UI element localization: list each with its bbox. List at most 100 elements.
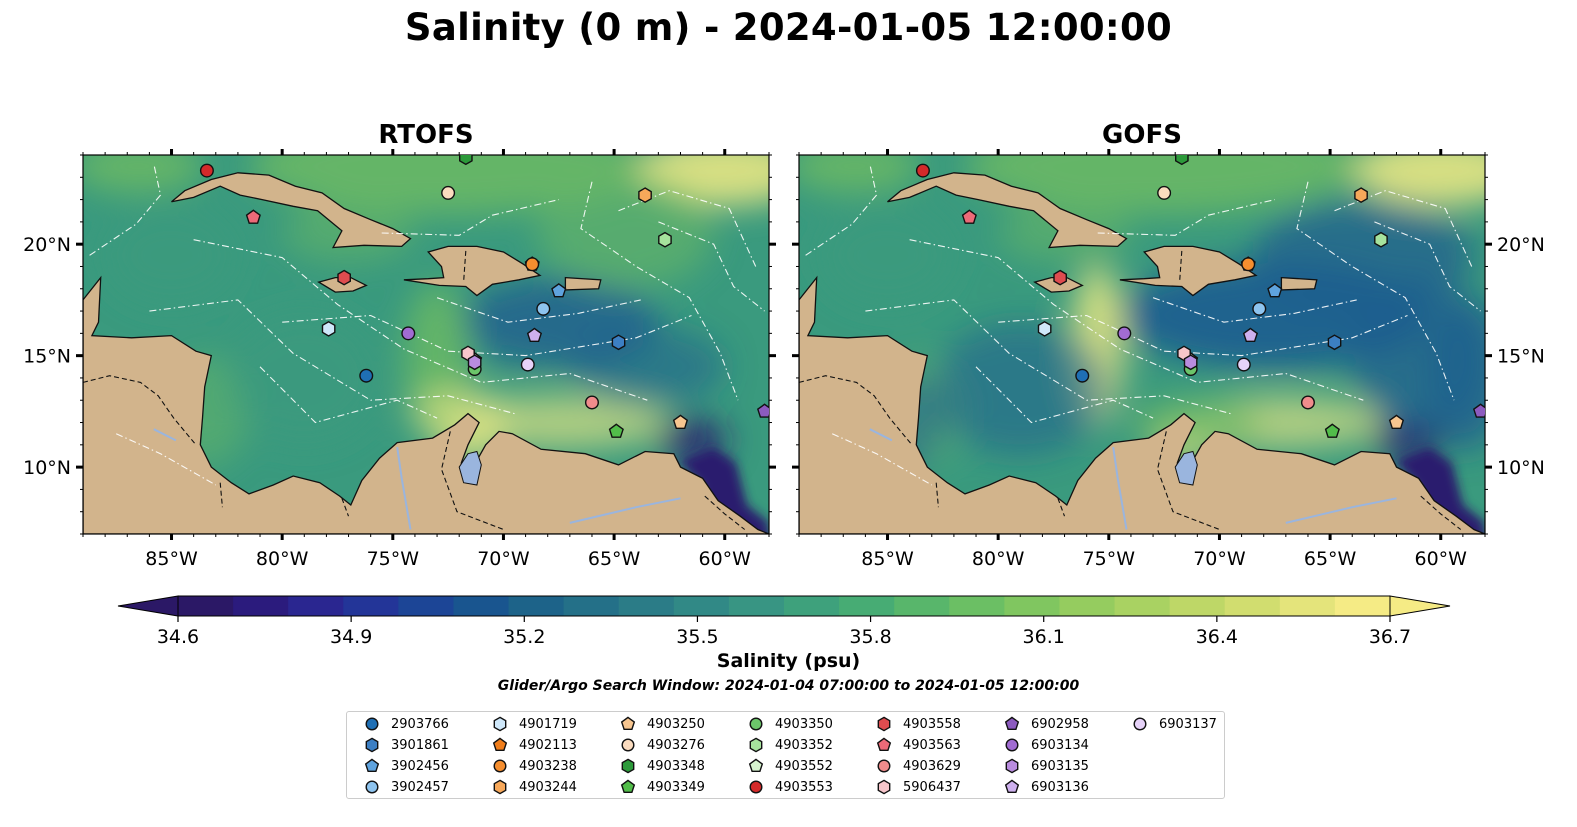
lat-tick-label: 20°N [23, 234, 71, 256]
legend-marker[interactable] [876, 737, 892, 751]
float-marker-6903137[interactable] [520, 357, 535, 372]
legend-label: 3901861 [391, 737, 449, 753]
legend-label: 6903135 [1031, 758, 1089, 774]
colorbar-extend-low [117, 595, 179, 617]
float-marker-4903349[interactable] [1324, 423, 1340, 438]
colorbar-tick-label: 34.6 [157, 626, 199, 648]
float-marker-3902456[interactable] [551, 283, 567, 298]
legend-item: 2903766 [361, 714, 449, 734]
legend-marker[interactable] [1004, 779, 1020, 793]
float-marker-4903276[interactable] [441, 185, 456, 200]
legend-marker[interactable] [749, 737, 763, 753]
float-marker-4903558[interactable] [337, 269, 351, 286]
legend-item: 4903553 [745, 777, 833, 797]
float-marker-3902457[interactable] [536, 301, 551, 316]
legend-marker-icon [493, 759, 507, 773]
float-marker-4903629[interactable] [584, 395, 599, 410]
float-marker-4903553[interactable] [915, 163, 930, 178]
float-marker-4903563[interactable] [245, 209, 261, 224]
float-marker-6903136[interactable] [1242, 327, 1259, 342]
float-marker-6903134[interactable] [1117, 326, 1132, 341]
colorbar-bin [728, 596, 785, 616]
colorbar-tick-label: 35.5 [676, 626, 718, 648]
map-panel-rtofs[interactable]: 85°W 80°W 75°W 70°W 65°W 60°W 20°N 15°N 10°N [0, 0, 1577, 600]
float-marker-4903238[interactable] [1241, 257, 1256, 272]
legend-marker[interactable] [1005, 758, 1019, 774]
legend-marker[interactable] [1004, 716, 1020, 730]
float-marker-4903348[interactable] [1175, 150, 1189, 166]
float-marker-4903563[interactable] [961, 209, 977, 224]
legend-marker[interactable] [748, 758, 764, 772]
float-marker-6903137[interactable] [1236, 357, 1251, 372]
colorbar-bin [618, 596, 675, 616]
legend-marker[interactable] [365, 737, 379, 753]
legend-marker[interactable] [1133, 717, 1147, 731]
float-marker-4903250[interactable] [1388, 414, 1405, 429]
colorbar-bin [508, 596, 565, 616]
legend-label: 6902958 [1031, 716, 1089, 732]
lon-tick-label: 70°W [1193, 548, 1246, 570]
float-marker-6902958[interactable] [756, 403, 772, 418]
legend-marker[interactable] [620, 779, 636, 793]
legend-marker[interactable] [492, 737, 508, 751]
legend-marker[interactable] [493, 759, 507, 773]
legend-marker-icon [1133, 717, 1147, 731]
float-marker-4903276[interactable] [1157, 185, 1172, 200]
legend-marker-icon [620, 779, 636, 793]
float-marker-4903244[interactable] [638, 187, 652, 204]
map-panel-gofs[interactable]: 85°W 80°W 75°W 70°W 65°W 60°W 20°N 15°N 10°N [0, 0, 1577, 600]
legend-marker[interactable] [365, 717, 379, 731]
float-marker-4903250[interactable] [672, 414, 689, 429]
float-marker-4903352[interactable] [658, 231, 672, 248]
legend-marker[interactable] [493, 716, 507, 732]
float-marker-3901861[interactable] [611, 334, 626, 351]
land-jamaica [1033, 276, 1084, 293]
float-marker-6903136[interactable] [526, 327, 543, 342]
float-marker-2903766[interactable] [359, 368, 374, 383]
colorbar: 34.6 34.9 35.2 35.5 35.8 36.1 36.4 36.7 [117, 595, 1451, 648]
legend-marker[interactable] [620, 716, 636, 730]
colorbar-bin [453, 596, 510, 616]
legend-marker[interactable] [877, 779, 891, 795]
legend-marker-icon [364, 758, 380, 772]
legend-label: 2903766 [391, 716, 449, 732]
legend-item: 4903250 [617, 714, 705, 734]
float-marker-6903135[interactable] [467, 354, 482, 371]
legend-marker[interactable] [364, 758, 380, 772]
float-marker-4903629[interactable] [1300, 395, 1315, 410]
legend-marker[interactable] [877, 759, 891, 773]
legend-marker[interactable] [877, 716, 891, 732]
float-marker-4901719[interactable] [1037, 320, 1052, 337]
float-marker-6902958[interactable] [1472, 403, 1488, 418]
float-marker-3902456[interactable] [1267, 283, 1283, 298]
legend-marker[interactable] [493, 779, 507, 795]
legend-marker[interactable] [621, 738, 635, 752]
float-marker-6903135[interactable] [1183, 354, 1198, 371]
legend-label: 4903558 [903, 716, 961, 732]
float-marker-4903348[interactable] [459, 150, 473, 166]
legend-marker-icon [1004, 779, 1020, 793]
panel-title-gofs: GOFS [1102, 120, 1182, 150]
float-marker-4903553[interactable] [199, 163, 214, 178]
legend-marker[interactable] [749, 780, 763, 794]
legend-label: 4903276 [647, 737, 705, 753]
float-marker-2903766[interactable] [1075, 368, 1090, 383]
float-marker-4903238[interactable] [525, 257, 540, 272]
float-marker-6903134[interactable] [401, 326, 416, 341]
legend-marker[interactable] [749, 717, 763, 731]
lon-tick-label: 60°W [699, 548, 752, 570]
float-marker-3902457[interactable] [1252, 301, 1267, 316]
legend-label: 6903134 [1031, 737, 1089, 753]
float-marker-4903349[interactable] [608, 423, 624, 438]
float-marker-4903244[interactable] [1354, 187, 1368, 204]
float-marker-4903352[interactable] [1374, 231, 1388, 248]
float-marker-3901861[interactable] [1327, 334, 1342, 351]
float-marker-4903558[interactable] [1053, 269, 1067, 286]
legend-marker[interactable] [365, 780, 379, 794]
legend-item: 4903352 [745, 735, 833, 755]
legend-marker[interactable] [1005, 738, 1019, 752]
float-marker-4901719[interactable] [321, 320, 336, 337]
land-mainland [799, 275, 1485, 534]
legend-marker[interactable] [621, 758, 635, 774]
legend-marker-icon [749, 780, 763, 794]
